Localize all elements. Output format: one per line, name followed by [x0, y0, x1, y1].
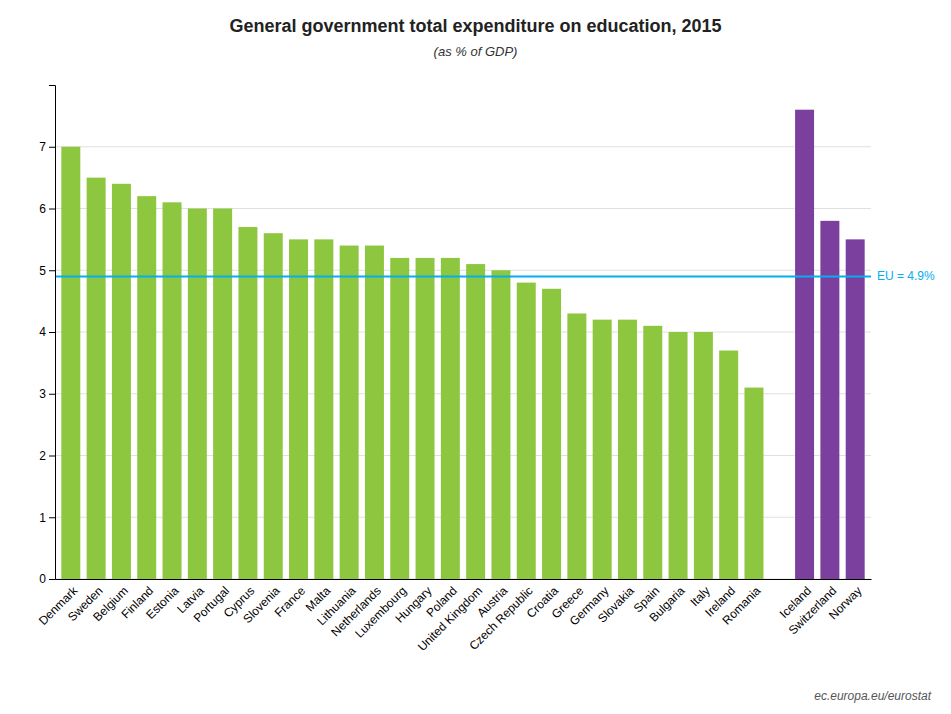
bar: [390, 258, 409, 579]
tick: Estonia: [143, 579, 181, 622]
tick-label: 5: [39, 264, 46, 278]
source: ec.europa.eu/eurostat: [814, 689, 931, 703]
tick: 6: [39, 202, 55, 216]
grid-line: [55, 146, 871, 147]
bar: [340, 246, 359, 579]
tick-mark: [49, 270, 55, 271]
title: General government total expenditure on …: [229, 16, 721, 36]
bar: [517, 283, 536, 579]
bars: [61, 110, 864, 579]
y-axis: 0 1 2 3 4 5 6 7: [39, 86, 55, 587]
bar: [643, 326, 662, 579]
axis-domain: [56, 579, 872, 580]
bar: [618, 320, 637, 579]
bar: [289, 239, 308, 579]
tick: 5: [39, 264, 55, 278]
bar: [846, 239, 865, 579]
tick: 7: [39, 140, 55, 154]
tick: Portugal: [191, 579, 233, 625]
bar: [744, 388, 763, 579]
reference-line-group: [55, 276, 871, 277]
tick: Norway: [826, 579, 865, 622]
tick-label: 2: [39, 449, 46, 463]
tick-label: 1: [39, 511, 46, 525]
bar: [264, 233, 283, 579]
bar: [112, 184, 131, 579]
bar: [365, 246, 384, 579]
tick: 4: [39, 325, 55, 339]
reference-line: [55, 275, 871, 277]
tick-mark: [49, 394, 55, 395]
bar: [542, 289, 561, 579]
axis-domain: [49, 86, 56, 580]
tick-mark: [49, 579, 55, 580]
tick: Slovenia: [240, 579, 283, 626]
reference: EU = 4.9%: [55, 269, 935, 283]
bar: [238, 227, 257, 579]
bar: [567, 313, 586, 579]
bar: [719, 351, 738, 579]
chart: General government total expenditure on …: [0, 0, 951, 714]
tick-mark: [49, 209, 55, 210]
tick: France: [272, 579, 309, 620]
tick-label: Norway: [826, 584, 865, 623]
bar: [795, 110, 814, 579]
tick-label: Estonia: [143, 583, 181, 621]
bar: [820, 221, 839, 579]
tick-label: France: [272, 583, 309, 620]
bar: [87, 178, 106, 579]
tick-label: 6: [39, 202, 46, 216]
bar: [163, 202, 182, 579]
tick-label: Romania: [720, 583, 764, 627]
tick: Hungary: [393, 579, 435, 626]
tick: Czech Republic: [466, 579, 535, 653]
bar: [314, 239, 333, 579]
tick-label: Bulgaria: [647, 583, 688, 624]
bar: [188, 209, 207, 580]
tick: 0: [39, 572, 55, 586]
bar: [441, 258, 460, 579]
tick: Romania: [720, 579, 764, 628]
tick: 3: [39, 387, 55, 401]
bar: [694, 332, 713, 579]
subtitle: (as % of GDP): [434, 44, 518, 59]
bar: [466, 264, 485, 579]
bar: [137, 196, 156, 579]
grid: [55, 147, 871, 579]
tick-mark: [49, 456, 55, 457]
tick-label: Czech Republic: [466, 584, 535, 653]
tick: Slovakia: [595, 579, 637, 626]
bar: [491, 270, 510, 579]
bar: [669, 332, 688, 579]
tick-mark: [49, 332, 55, 333]
tick-label: 7: [39, 140, 46, 154]
bar: [416, 258, 435, 579]
x-axis: DenmarkSwedenBelgiumFinlandEstoniaLatvia…: [36, 579, 872, 654]
tick: 1: [39, 511, 55, 525]
bar: [593, 320, 612, 579]
bar: [213, 209, 232, 580]
reference-label: EU = 4.9%: [877, 269, 935, 283]
bar: [61, 147, 80, 579]
tick: Bulgaria: [647, 579, 688, 625]
tick-label: 0: [39, 572, 46, 586]
plot: EU = 4.9% 0 1 2 3 4 5 6 7 DenmarkSwedenBelgiumFin…: [36, 86, 935, 654]
tick-label: 3: [39, 387, 46, 401]
tick-label: 4: [39, 325, 46, 339]
tick-mark: [49, 517, 55, 518]
tick-mark: [49, 147, 55, 148]
tick: 2: [39, 449, 55, 463]
